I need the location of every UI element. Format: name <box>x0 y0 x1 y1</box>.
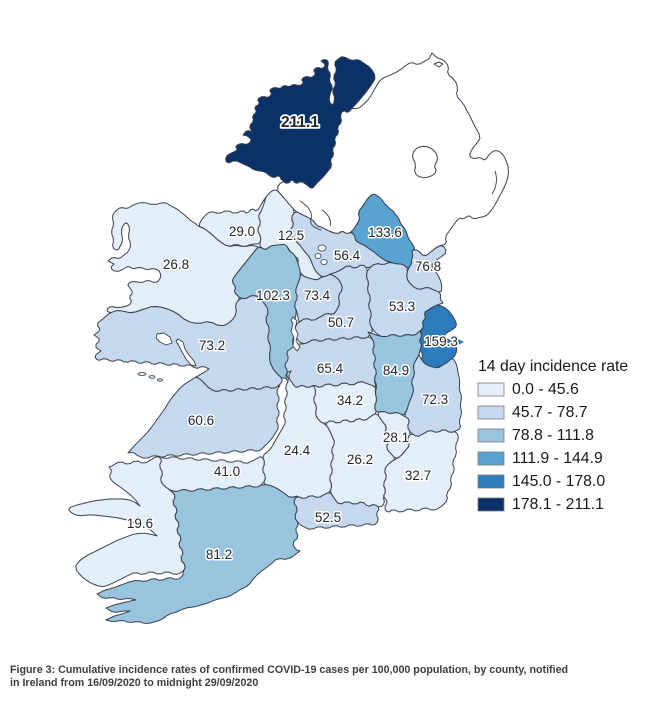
svg-text:73.2: 73.2 <box>199 338 225 353</box>
svg-text:12.5: 12.5 <box>278 228 304 243</box>
svg-text:73.4: 73.4 <box>304 288 331 303</box>
svg-text:76.8: 76.8 <box>415 259 441 274</box>
svg-text:26.8: 26.8 <box>163 257 189 272</box>
svg-text:133.6: 133.6 <box>368 225 402 240</box>
svg-text:50.7: 50.7 <box>328 315 354 330</box>
svg-text:102.3: 102.3 <box>256 288 290 303</box>
svg-text:32.7: 32.7 <box>405 468 431 483</box>
svg-text:72.3: 72.3 <box>422 392 448 407</box>
svg-text:29.0: 29.0 <box>229 224 255 239</box>
svg-text:26.2: 26.2 <box>347 452 373 467</box>
svg-text:211.1: 211.1 <box>281 114 319 131</box>
svg-text:159.3: 159.3 <box>424 334 458 349</box>
svg-text:178.1 - 211.1: 178.1 - 211.1 <box>512 496 604 513</box>
svg-text:81.2: 81.2 <box>206 547 232 562</box>
svg-text:28.1: 28.1 <box>383 430 409 445</box>
svg-text:60.6: 60.6 <box>188 413 214 428</box>
svg-text:53.3: 53.3 <box>389 299 415 314</box>
svg-text:145.0 - 178.0: 145.0 - 178.0 <box>512 473 605 490</box>
svg-text:78.8 - 111.8: 78.8 - 111.8 <box>512 427 594 444</box>
svg-text:19.6: 19.6 <box>127 516 153 531</box>
svg-text:14 day incidence rate: 14 day incidence rate <box>478 358 628 375</box>
svg-text:65.4: 65.4 <box>317 361 344 376</box>
svg-text:0.0 - 45.6: 0.0 - 45.6 <box>512 381 579 398</box>
svg-text:84.9: 84.9 <box>383 363 409 378</box>
svg-text:52.5: 52.5 <box>315 510 341 525</box>
svg-text:41.0: 41.0 <box>214 464 240 479</box>
svg-text:34.2: 34.2 <box>337 393 363 408</box>
svg-text:111.9 - 144.9: 111.9 - 144.9 <box>512 450 603 467</box>
svg-text:56.4: 56.4 <box>334 248 361 263</box>
svg-text:45.7 - 78.7: 45.7 - 78.7 <box>512 404 588 421</box>
svg-text:24.4: 24.4 <box>284 443 311 458</box>
